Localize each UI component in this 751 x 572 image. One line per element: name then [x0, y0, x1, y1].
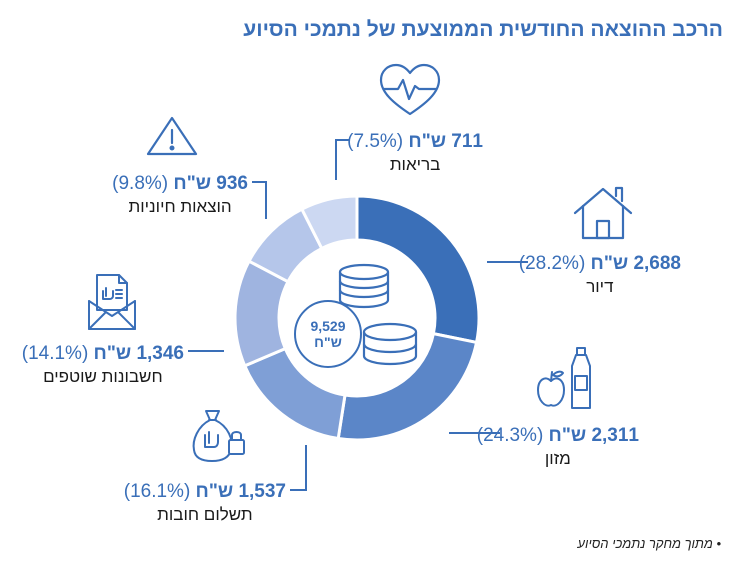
housing-pct: (28.2%): [518, 253, 586, 274]
label-debt: 1,537 ש"ח (16.1%) תשלום חובות: [124, 480, 286, 526]
envelope-bill-icon: [88, 274, 136, 330]
slice-health: [299, 194, 359, 251]
warning-triangle-icon: [146, 116, 198, 156]
source-note: • מתוך מחקר נתמכי הסיוע: [577, 536, 721, 551]
bills-currency: ש"ח: [93, 343, 132, 364]
center-total-badge: 9,529 ש"ח: [294, 300, 362, 368]
coin-stacks-icon: [338, 263, 418, 366]
debt-name: תשלום חובות: [157, 505, 253, 524]
center-total-value: 9,529: [310, 318, 346, 334]
food-pct: (24.3%): [476, 425, 544, 446]
page-title: הרכב ההוצאה החודשית הממוצעת של נתמכי הסי…: [243, 18, 723, 41]
food-name: מזון: [544, 449, 571, 468]
money-bag-lock-icon: [192, 410, 245, 462]
health-pct: (7.5%): [347, 131, 404, 152]
bills-value: 1,346: [136, 343, 184, 364]
housing-name: דיור: [586, 277, 614, 296]
apple-bottle-icon: [537, 347, 591, 409]
housing-currency: ש"ח: [590, 253, 629, 274]
slice-housing: [355, 194, 481, 345]
health-value: 711: [451, 131, 483, 152]
debt-value: 1,537: [238, 481, 286, 502]
health-name: בריאות: [389, 155, 441, 174]
leader-line-health: [335, 139, 350, 180]
label-essential: 936 ש"ח (9.8%) הוצאות חיוניות: [112, 172, 248, 218]
essential-pct: (9.8%): [112, 173, 169, 194]
label-housing: 2,688 ש"ח (28.2%) דיור: [519, 252, 681, 298]
health-currency: ש"ח: [408, 131, 447, 152]
leader-line-essential: [252, 181, 267, 219]
leader-line-debt: [290, 445, 307, 491]
center-total-currency: ש"ח: [314, 334, 342, 350]
bills-pct: (14.1%): [21, 343, 89, 364]
house-icon: [573, 186, 633, 240]
label-bills: 1,346 ש"ח (14.1%) חשבונות שוטפים: [22, 342, 184, 388]
essential-currency: ש"ח: [173, 173, 212, 194]
label-health: 711 ש"ח (7.5%) בריאות: [347, 130, 483, 176]
bills-name: חשבונות שוטפים: [43, 367, 163, 386]
housing-value: 2,688: [633, 253, 681, 274]
debt-pct: (16.1%): [123, 481, 191, 502]
food-value: 2,311: [591, 425, 639, 446]
heart-pulse-icon: [379, 63, 441, 116]
essential-name: הוצאות חיוניות: [128, 197, 232, 216]
label-food: 2,311 ש"ח (24.3%) מזון: [477, 424, 639, 470]
essential-value: 936: [216, 173, 248, 194]
food-currency: ש"ח: [548, 425, 587, 446]
debt-currency: ש"ח: [195, 481, 234, 502]
